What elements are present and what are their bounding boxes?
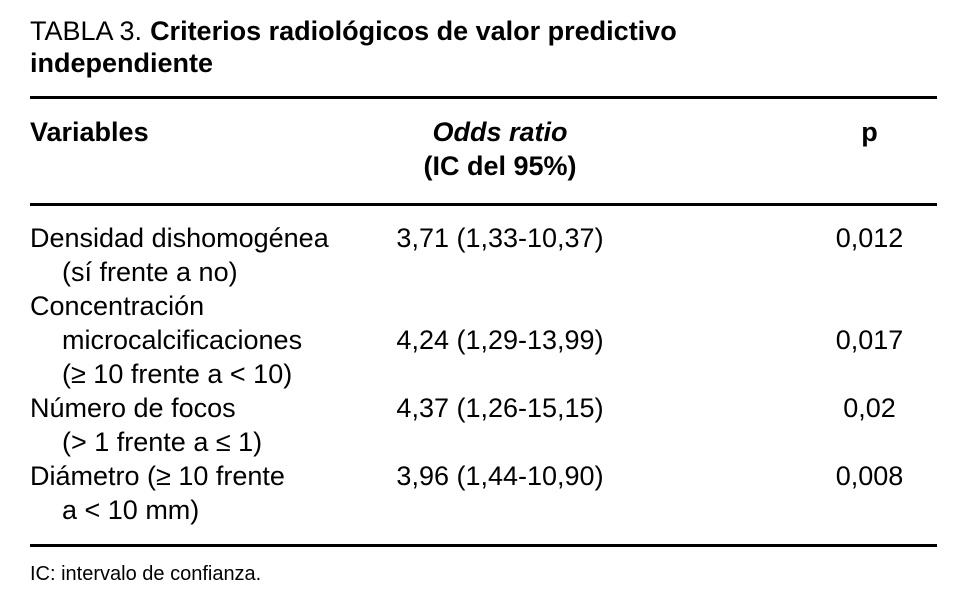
divider-top [30,95,937,99]
table-figure: TABLA 3. Criterios radiológicos de valor … [30,16,937,585]
variable-label: Densidad dishomogénea [30,222,329,253]
variable-label-continuation: microcalcificaciones [62,324,303,355]
table-row: Número de focos 4,37 (1,26-15,15) 0,02 (… [30,391,937,459]
variable-label: Concentración [30,290,205,321]
table-header-row: Variables Odds ratio (IC del 95%) p [30,99,937,203]
p-value: 0,02 [843,392,896,423]
variable-label: Diámetro (≥ 10 frente [30,460,285,491]
variable-label: Número de focos [30,392,236,423]
header-odds-ratio-label: Odds ratio [432,116,568,147]
table-title-text: Criterios radiológicos de valor predicti… [30,16,677,78]
p-value: 0,017 [835,324,904,355]
table-number-label: TABLA 3. [30,16,143,46]
divider-header [30,202,937,206]
variable-label-continuation: (≥ 10 frente a < 10) [62,358,293,389]
odds-ratio-value: 4,37 (1,26-15,15) [396,392,604,423]
table-footnote: IC: intervalo de confianza. [30,562,262,585]
odds-ratio-value: 4,24 (1,29-13,99) [396,324,604,355]
p-value: 0,008 [835,460,904,491]
variable-label-continuation: (> 1 frente a ≤ 1) [62,426,263,457]
p-value: 0,012 [835,222,904,253]
table-row: Diámetro (≥ 10 frente 3,96 (1,44-10,90) … [30,459,937,527]
divider-bottom [30,543,937,547]
odds-ratio-value: 3,96 (1,44-10,90) [396,460,604,491]
header-odds-ratio-ci: (IC del 95%) [423,150,577,181]
table-body: Densidad dishomogénea 3,71 (1,33-10,37) … [30,206,937,544]
odds-ratio-value: 3,71 (1,33-10,37) [396,222,604,253]
table-row: Concentración microcalcificaciones 4,24 … [30,289,937,391]
header-variables: Variables [30,116,149,147]
variable-label-continuation: (sí frente a no) [62,256,238,287]
variable-label-continuation: a < 10 mm) [62,494,200,525]
header-odds-ratio: Odds ratio (IC del 95%) [335,115,665,183]
header-p: p [861,116,878,147]
table-row: Densidad dishomogénea 3,71 (1,33-10,37) … [30,221,937,289]
table-title: TABLA 3. Criterios radiológicos de valor … [30,16,800,80]
